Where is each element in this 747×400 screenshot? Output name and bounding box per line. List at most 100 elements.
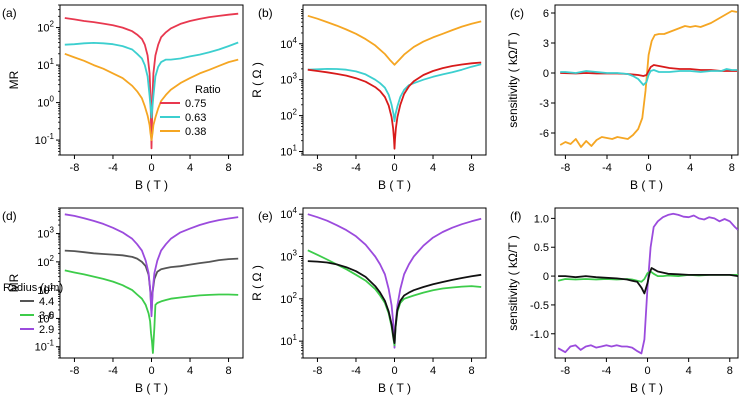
y-axis-label: MR — [7, 70, 21, 89]
x-tick-label: 8 — [468, 365, 474, 377]
y-tick-label: 0 — [543, 271, 549, 283]
y-tick-label: 101 — [280, 333, 297, 348]
y-tick-label: 10-1 — [35, 132, 55, 147]
x-tick-label: 8 — [225, 162, 231, 174]
series-line-3 — [64, 213, 239, 318]
y-tick-label: 103 — [280, 72, 297, 87]
series-group — [307, 213, 482, 349]
panel-label: (f) — [510, 209, 521, 223]
x-tick-label: -4 — [108, 365, 118, 377]
y-tick-label: 100 — [37, 95, 54, 110]
legend: Radius (µm) 4.4 3.6 2.9 — [3, 282, 63, 336]
plot-frame — [554, 207, 739, 359]
y-tick-label: 10-1 — [35, 339, 55, 354]
y-tick-label: 6 — [543, 8, 549, 20]
x-tick-label: -4 — [108, 162, 118, 174]
x-tick-label: 8 — [468, 162, 474, 174]
x-axis-label: B ( T ) — [135, 178, 168, 192]
y-tick-label: 103 — [280, 249, 297, 264]
series-line-1 — [307, 14, 482, 66]
series-line-3 — [560, 68, 737, 86]
series-line-2 — [307, 249, 482, 347]
y-axis-label: R ( Ω ) — [250, 265, 264, 301]
x-tick-label: 4 — [430, 365, 436, 377]
series-line-1 — [64, 12, 239, 150]
x-tick-label: 0 — [148, 162, 154, 174]
y-tick-label: 102 — [37, 20, 54, 35]
x-tick-label: -8 — [560, 365, 570, 377]
x-tick-label: -8 — [561, 162, 571, 174]
series-line-3 — [307, 260, 482, 344]
x-tick-label: -8 — [70, 365, 80, 377]
y-axis-label: MR — [7, 273, 21, 292]
series-group — [64, 213, 239, 354]
x-tick-label: 4 — [686, 365, 692, 377]
panel-label: (e) — [258, 209, 273, 223]
y-axis-label: sensitivity ( kΩ/T ) — [506, 235, 520, 330]
x-tick-label: -4 — [351, 365, 361, 377]
series-line-1 — [557, 212, 738, 355]
series-group — [557, 212, 738, 355]
legend-title: Ratio — [195, 84, 221, 96]
legend-entry: 0.75 — [185, 98, 206, 110]
x-tick-label: 4 — [430, 162, 436, 174]
legend-entry: 2.9 — [39, 324, 54, 336]
y-tick-label: 101 — [37, 282, 54, 297]
series-group — [64, 12, 239, 150]
series-line-3 — [558, 267, 738, 295]
y-tick-label: 104 — [280, 36, 297, 51]
y-tick-label: 0 — [543, 68, 549, 80]
series-line-2 — [64, 41, 239, 119]
y-tick-label: -0.5 — [530, 300, 549, 312]
series-group — [307, 14, 482, 150]
x-tick-label: 4 — [187, 365, 193, 377]
series-line-2 — [560, 64, 737, 77]
legend: Ratio 0.75 0.63 0.38 — [160, 84, 221, 138]
y-tick-label: 102 — [280, 108, 297, 123]
series-line-1 — [307, 213, 482, 349]
y-tick-label: -3 — [539, 98, 549, 110]
y-tick-label: 103 — [37, 226, 54, 241]
panel-label: (b) — [258, 6, 273, 20]
panel-f: (f) -8 -4 0 4 8 B ( T ) -1.0 -0.5 0 0.5 1.0 sensitiv… — [506, 207, 739, 395]
y-tick-label: 102 — [280, 291, 297, 306]
panel-c: (c) -8 -4 0 4 8 B ( T ) -6 -3 0 3 6 sensitivity ( kΩ… — [506, 4, 739, 192]
x-tick-label: 8 — [727, 365, 733, 377]
y-tick-label: 101 — [280, 144, 297, 159]
panel-label: (c) — [510, 6, 524, 20]
x-tick-label: 0 — [391, 162, 397, 174]
y-axis-label: sensitivity ( kΩ/T ) — [506, 32, 520, 127]
panel-label: (d) — [2, 209, 17, 223]
panel-label: (a) — [2, 6, 17, 20]
series-line-1 — [559, 10, 738, 148]
x-tick-label: 0 — [148, 365, 154, 377]
y-tick-label: -6 — [539, 128, 549, 140]
x-tick-label: 4 — [187, 162, 193, 174]
x-tick-label: -4 — [602, 162, 612, 174]
legend-entry: 0.38 — [185, 126, 206, 138]
x-tick-label: 0 — [646, 162, 652, 174]
y-tick-label: 101 — [37, 57, 54, 72]
y-tick-label: 1.0 — [534, 213, 549, 225]
y-tick-label: 100 — [37, 310, 54, 325]
legend-title: Radius (µm) — [3, 282, 63, 294]
series-line-4 — [307, 61, 482, 150]
x-axis-label: B ( T ) — [630, 178, 663, 192]
series-group — [559, 10, 738, 148]
x-tick-label: -8 — [70, 162, 80, 174]
plot-frame — [554, 4, 739, 156]
panel-a: (a) -8 -4 0 4 8 B ( T ) 10-1 100 101 102 MR Ratio 0.7… — [2, 4, 244, 192]
x-tick-label: 0 — [644, 365, 650, 377]
x-tick-label: -4 — [602, 365, 612, 377]
y-tick-label: 104 — [280, 206, 297, 221]
panel-d: (d) -8 -4 0 4 8 B ( T ) 10-1 100 101 102 103 MRRadiu… — [2, 207, 244, 395]
x-tick-label: 8 — [729, 162, 735, 174]
panel-b: (b) -8 -4 0 4 8 B ( T ) 101 102 103 104 R ( Ω ) — [250, 4, 487, 192]
x-tick-label: -8 — [313, 365, 323, 377]
y-tick-label: 102 — [37, 254, 54, 269]
panel-e: (e) -8 -4 0 4 8 B ( T ) 101 102 103 104 R ( Ω ) — [250, 206, 487, 395]
y-tick-label: 3 — [543, 38, 549, 50]
y-axis-label: R ( Ω ) — [250, 62, 264, 98]
x-axis-label: B ( T ) — [378, 178, 411, 192]
